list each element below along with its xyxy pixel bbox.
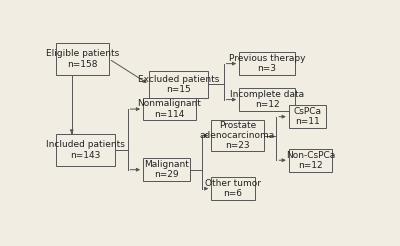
FancyBboxPatch shape	[211, 121, 264, 151]
Text: Eligible patients
n=158: Eligible patients n=158	[46, 49, 119, 69]
Text: Malignant
n=29: Malignant n=29	[144, 160, 189, 179]
Text: Included patients
n=143: Included patients n=143	[46, 140, 125, 159]
FancyBboxPatch shape	[143, 98, 196, 121]
FancyBboxPatch shape	[289, 149, 332, 172]
Text: Other tumor
n=6: Other tumor n=6	[205, 179, 261, 198]
Text: Previous therapy
n=3: Previous therapy n=3	[229, 54, 305, 73]
Text: Incomplete data
n=12: Incomplete data n=12	[230, 90, 304, 109]
Text: Non-CsPCa
n=12: Non-CsPCa n=12	[286, 151, 335, 170]
FancyBboxPatch shape	[239, 88, 295, 111]
Text: Excluded patients
n=15: Excluded patients n=15	[138, 75, 219, 94]
FancyBboxPatch shape	[239, 52, 295, 75]
Text: Nonmalignant
n=114: Nonmalignant n=114	[138, 99, 201, 119]
FancyBboxPatch shape	[149, 71, 208, 98]
FancyBboxPatch shape	[56, 134, 115, 166]
FancyBboxPatch shape	[289, 105, 326, 128]
Text: Prostate
adenocarcinoma
n=23: Prostate adenocarcinoma n=23	[200, 121, 275, 151]
Text: CsPCa
n=11: CsPCa n=11	[293, 107, 321, 126]
FancyBboxPatch shape	[143, 158, 190, 181]
FancyBboxPatch shape	[56, 43, 109, 75]
FancyBboxPatch shape	[211, 177, 255, 200]
